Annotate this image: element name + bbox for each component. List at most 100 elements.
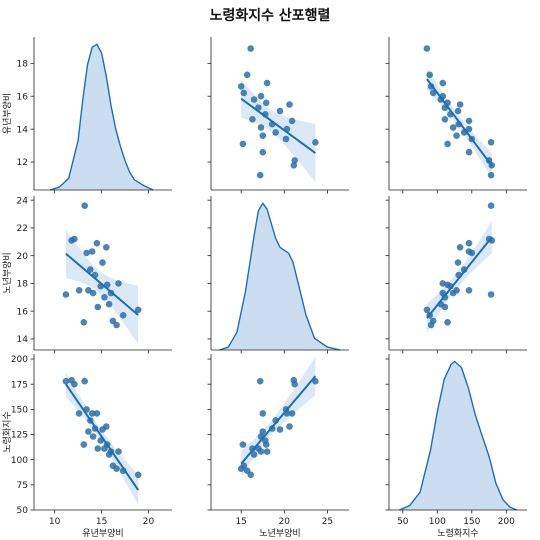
y-tick-label: 12 bbox=[17, 158, 28, 168]
x-tick-label: 20 bbox=[279, 517, 291, 527]
scatter-point bbox=[88, 410, 96, 417]
panel-2-1: 15 20 25 bbox=[207, 354, 349, 527]
scatter-point bbox=[250, 96, 258, 103]
scatter-point bbox=[115, 280, 122, 287]
x-tick-label: 15 bbox=[235, 517, 246, 527]
scatter-point bbox=[439, 79, 447, 87]
x-axis-label: 노령화지수 bbox=[437, 527, 478, 539]
scatter-point bbox=[93, 410, 101, 417]
y-tick-label: 22 bbox=[17, 224, 28, 234]
panel-1-0: 14 16 18 20 22 24 bbox=[17, 196, 172, 354]
scatter-point bbox=[80, 319, 88, 326]
kde-line bbox=[219, 202, 341, 351]
scatter-point bbox=[282, 135, 290, 143]
scatter-point bbox=[272, 129, 280, 136]
scatter-point bbox=[113, 465, 120, 473]
panel-0-2 bbox=[385, 37, 527, 194]
y-tick-label: 16 bbox=[17, 307, 29, 317]
scatter-point bbox=[249, 116, 256, 123]
panel-2-2: 50 100 150 200 bbox=[385, 354, 527, 527]
scatter-point bbox=[113, 321, 120, 329]
scatter-point bbox=[288, 410, 296, 417]
y-tick-label: 100 bbox=[11, 456, 28, 466]
scatter-point bbox=[83, 249, 90, 257]
x-tick-label: 50 bbox=[397, 517, 409, 527]
scatter-point bbox=[239, 140, 247, 148]
scatter-point bbox=[460, 266, 468, 273]
scatter-point bbox=[465, 148, 473, 156]
scatter-point bbox=[250, 451, 258, 458]
scatter-point bbox=[105, 300, 113, 308]
confidence-band bbox=[241, 356, 316, 477]
scatter-point bbox=[249, 445, 256, 452]
scatter-point bbox=[276, 426, 284, 433]
scatter-point bbox=[89, 289, 97, 297]
scatter-point bbox=[257, 124, 265, 131]
y-tick-label: 150 bbox=[11, 406, 28, 416]
regression-line bbox=[426, 78, 493, 167]
scatter-point bbox=[441, 116, 449, 123]
y-tick-label: 200 bbox=[11, 355, 28, 365]
y-tick-label: 175 bbox=[11, 380, 28, 390]
scatter-point bbox=[259, 410, 267, 417]
scatter-point bbox=[237, 465, 245, 473]
regression-line bbox=[240, 375, 317, 465]
scatter-point bbox=[465, 239, 473, 247]
panel-2-0: 50 75 100 125 150 175 200 10 15 20 bbox=[11, 354, 172, 527]
x-tick-label: 200 bbox=[498, 517, 515, 527]
y-tick-label: 14 bbox=[17, 335, 29, 345]
x-tick-label: 20 bbox=[143, 517, 155, 527]
scatter-point bbox=[134, 471, 142, 479]
kde-area bbox=[50, 44, 154, 190]
scatter-point bbox=[101, 294, 108, 301]
scatter-point bbox=[89, 433, 97, 440]
scatter-point bbox=[257, 92, 265, 100]
scatter-point bbox=[276, 107, 284, 115]
scatter-point bbox=[62, 377, 70, 385]
scatter-point bbox=[256, 377, 264, 385]
regression-line bbox=[65, 383, 140, 491]
scatter-point bbox=[75, 410, 83, 417]
scatter-point bbox=[85, 428, 92, 435]
scatter-point bbox=[291, 380, 299, 388]
x-axis-label: 노년부양비 bbox=[259, 528, 300, 539]
kde-line bbox=[399, 360, 517, 511]
scatter-point bbox=[444, 319, 451, 326]
scatter-point bbox=[81, 202, 88, 209]
scatter-point bbox=[454, 107, 462, 115]
y-tick-label: 20 bbox=[17, 252, 29, 262]
scatter-point bbox=[444, 140, 451, 148]
y-axis-label: 노령화지수 bbox=[1, 411, 13, 452]
scatter-point bbox=[456, 244, 464, 251]
y-axis-label: 노년부양비 bbox=[2, 252, 13, 293]
scatter-point bbox=[439, 280, 447, 287]
x-tick-label: 150 bbox=[463, 517, 480, 527]
panels: 1214161814161820222450751001251501752001… bbox=[11, 37, 527, 527]
scatter-point bbox=[286, 423, 293, 430]
scatter-point bbox=[87, 266, 94, 273]
scatter-point bbox=[312, 139, 319, 146]
scatter-point bbox=[243, 71, 251, 79]
scatter-point bbox=[453, 132, 460, 139]
scatter-point bbox=[259, 132, 267, 139]
x-tick-label: 15 bbox=[96, 517, 107, 527]
x-tick-label: 10 bbox=[49, 517, 61, 527]
scatter-point bbox=[88, 248, 96, 255]
scatter-point bbox=[71, 235, 78, 243]
scatter-point bbox=[99, 259, 106, 266]
scatter-point bbox=[262, 441, 270, 448]
scatter-point bbox=[119, 312, 127, 319]
scatter-point bbox=[247, 45, 254, 52]
scatter-point bbox=[259, 428, 267, 435]
scatter-point bbox=[62, 291, 70, 298]
scatter-point bbox=[239, 441, 247, 448]
panel-1-2 bbox=[385, 196, 527, 354]
y-tick-label: 18 bbox=[17, 60, 29, 70]
scatter-point bbox=[423, 306, 431, 314]
scatter-point bbox=[456, 101, 464, 108]
scatter-point bbox=[288, 117, 296, 125]
kde-area bbox=[219, 203, 341, 350]
scatter-point bbox=[449, 289, 457, 297]
scatter-point bbox=[449, 124, 457, 131]
